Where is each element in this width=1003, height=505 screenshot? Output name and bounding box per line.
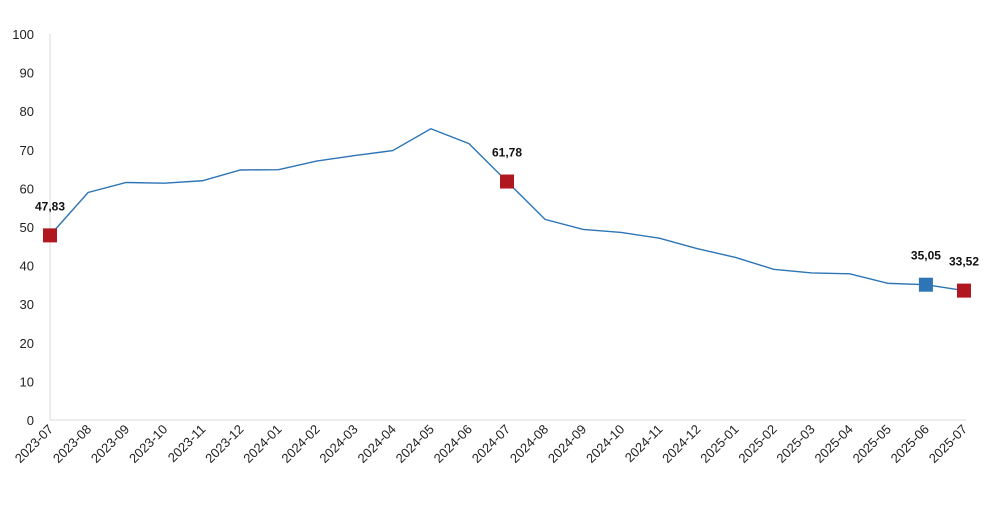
data-point-marker xyxy=(43,228,57,243)
y-tick-label: 40 xyxy=(20,259,34,274)
y-tick-label: 30 xyxy=(20,297,34,312)
y-tick-label: 90 xyxy=(20,66,34,81)
y-tick-label: 70 xyxy=(20,143,34,158)
x-tick-label: 2024-09 xyxy=(545,422,589,466)
x-tick-label: 2023-08 xyxy=(50,422,94,466)
y-tick-label: 0 xyxy=(27,413,34,428)
y-tick-label: 50 xyxy=(20,220,34,235)
data-point-label: 33,52 xyxy=(949,255,979,269)
data-labels: 47,83 61,78 35,05 33,52 xyxy=(35,146,979,269)
y-tick-label: 80 xyxy=(20,104,34,119)
data-point-marker xyxy=(918,277,933,292)
x-tick-label: 2024-06 xyxy=(431,422,475,466)
x-tick-label: 2024-12 xyxy=(659,422,703,466)
data-point-label: 47,83 xyxy=(35,199,65,213)
data-point-marker xyxy=(957,283,971,298)
x-tick-label: 2023-12 xyxy=(202,422,246,466)
x-tick-label: 2025-04 xyxy=(812,422,856,466)
x-tick-label: 2024-11 xyxy=(622,422,666,466)
x-tick-label: 2024-01 xyxy=(240,422,284,466)
x-tick-label: 2023-09 xyxy=(88,422,132,466)
data-point-marker xyxy=(500,174,514,189)
x-tick-label: 2024-02 xyxy=(278,422,322,466)
data-point-label: 61,78 xyxy=(492,146,522,160)
x-tick-label: 2024-07 xyxy=(469,422,513,466)
x-tick-label: 2023-07 xyxy=(12,422,56,466)
x-tick-label: 2025-01 xyxy=(697,422,741,466)
x-tick-label: 2023-11 xyxy=(165,422,209,466)
x-tick-label: 2023-10 xyxy=(126,422,170,466)
x-tick-label: 2024-03 xyxy=(316,422,360,466)
x-tick-label: 2024-05 xyxy=(393,422,437,466)
data-point-label: 35,05 xyxy=(911,249,941,263)
x-tick-label: 2024-08 xyxy=(507,422,551,466)
x-tick-label: 2025-07 xyxy=(926,422,970,466)
y-tick-label: 20 xyxy=(20,336,34,351)
x-tick-label: 2025-02 xyxy=(735,422,779,466)
x-tick-label: 2024-10 xyxy=(583,422,627,466)
y-axis-ticks: 0 10 20 30 40 50 60 70 80 90 100 xyxy=(12,27,34,428)
y-tick-label: 10 xyxy=(20,374,34,389)
x-axis-ticks: 2023-072023-082023-092023-102023-112023-… xyxy=(12,422,970,466)
highlight-markers xyxy=(43,174,971,298)
y-tick-label: 100 xyxy=(12,27,34,42)
x-tick-label: 2025-05 xyxy=(850,422,894,466)
x-tick-label: 2025-03 xyxy=(773,422,817,466)
x-tick-label: 2025-06 xyxy=(888,422,932,466)
x-tick-label: 2024-04 xyxy=(355,422,399,466)
y-tick-label: 60 xyxy=(20,181,34,196)
